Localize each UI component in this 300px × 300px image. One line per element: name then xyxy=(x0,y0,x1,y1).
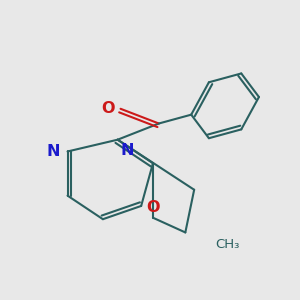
Text: N: N xyxy=(47,144,60,159)
Text: CH₃: CH₃ xyxy=(215,238,239,251)
Text: O: O xyxy=(101,101,115,116)
Text: N: N xyxy=(121,142,134,158)
Text: O: O xyxy=(146,200,160,215)
